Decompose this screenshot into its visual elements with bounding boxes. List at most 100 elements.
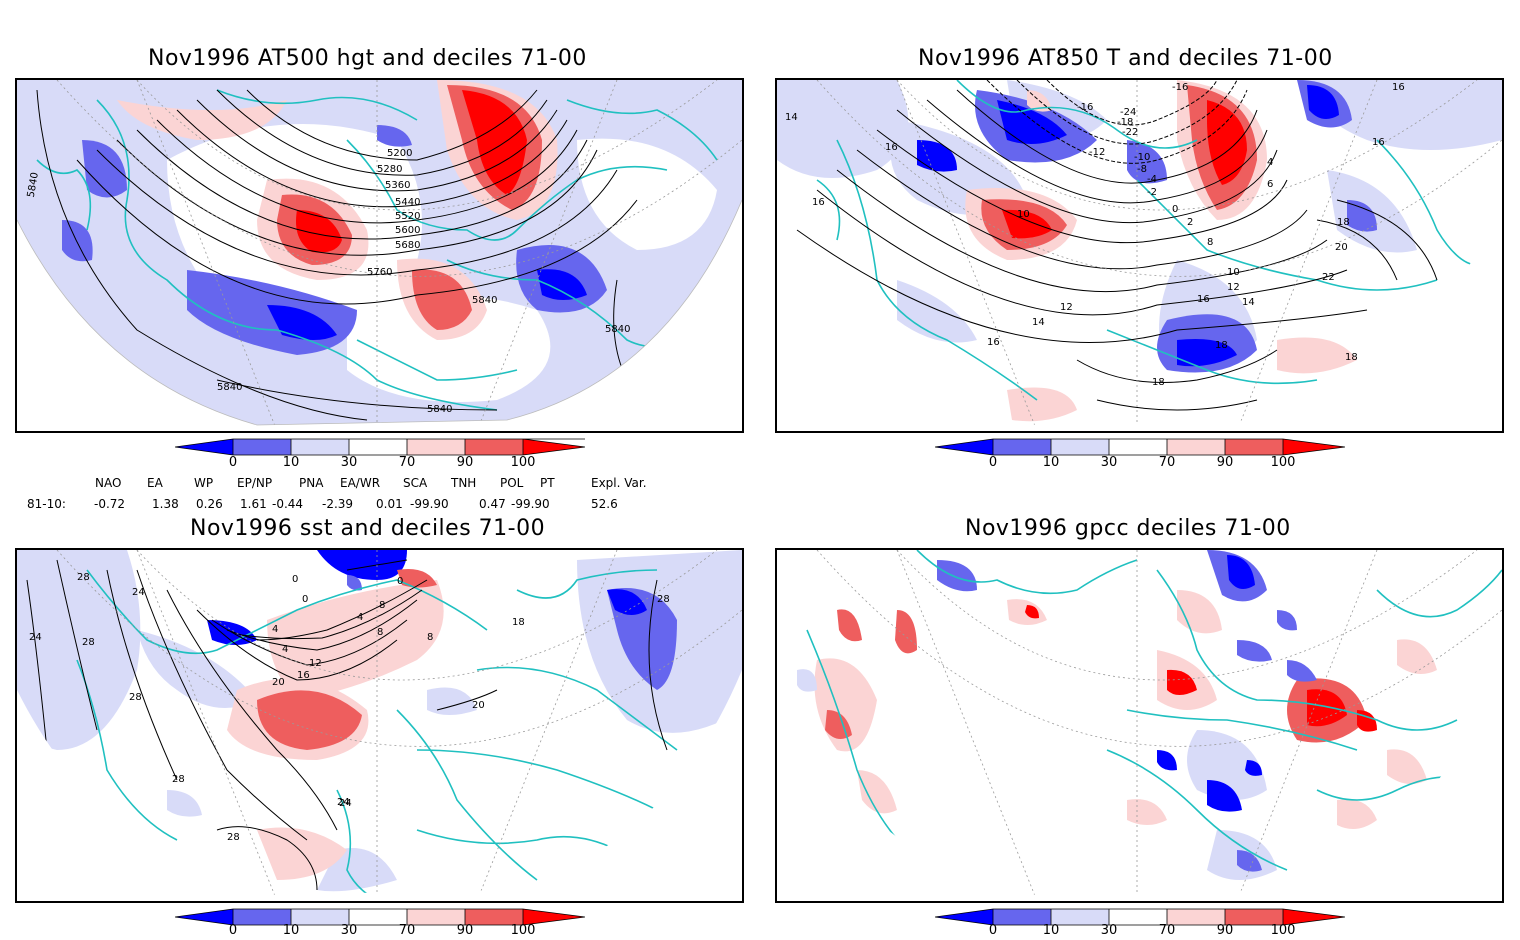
colorbar-label: 10 — [282, 455, 300, 470]
colorbar-label: 90 — [456, 923, 474, 938]
contour-label: 8 — [1207, 237, 1213, 248]
contour-label: 16 — [987, 337, 1000, 348]
contour-label: 14 — [785, 112, 798, 123]
colorbar-swatch — [1051, 909, 1109, 925]
colorbar-gpcc-swatches — [934, 908, 1346, 926]
contour-label: 4 — [282, 644, 288, 655]
contour-label: 4 — [1267, 157, 1273, 168]
colorbar-label: 10 — [282, 923, 300, 938]
contour-label: 5760 — [367, 267, 392, 278]
contour-label: -10 — [1134, 152, 1150, 163]
colorbar-label: 0 — [988, 455, 998, 470]
panel-title-sst: Nov1996 sst and deciles 71-00 — [190, 516, 546, 541]
colorbar-at850-swatches — [934, 438, 1346, 456]
contour-label: 16 — [1392, 82, 1405, 93]
map-at500-height: 5200 5280 5360 5440 5520 5600 5680 5760 … — [15, 78, 744, 433]
index-value: 1.38 — [152, 497, 179, 511]
colorbar-swatch — [349, 909, 407, 925]
colorbar-at850: 0 10 30 70 90 100 — [934, 438, 1346, 470]
contour-label: 5840 — [217, 382, 242, 393]
contour-label: 0 — [1172, 204, 1178, 215]
index-header: TNH — [451, 476, 477, 490]
colorbar-swatch — [291, 439, 349, 455]
contour-label: 0 — [292, 574, 298, 585]
contour-label: 20 — [272, 677, 285, 688]
contour-label: 10 — [1227, 267, 1240, 278]
colorbar-swatch — [523, 909, 585, 925]
contour-label: 18 — [512, 617, 525, 628]
contour-label: 28 — [129, 692, 142, 703]
colorbar-swatch — [291, 909, 349, 925]
contour-label: 5360 — [385, 180, 410, 191]
contour-label: 18 — [1152, 377, 1165, 388]
colorbar-label: 90 — [456, 455, 474, 470]
colorbar-swatch — [1225, 439, 1283, 455]
colorbar-label: 70 — [1158, 455, 1176, 470]
index-value: 0.26 — [196, 497, 223, 511]
contour-label: 24 — [29, 632, 42, 643]
contour-label: 12 — [1060, 302, 1073, 313]
map-at850-temperature: -16 -16 -18 -22 -24 -12 -10 -8 -4 -2 0 2… — [775, 78, 1504, 433]
colorbar-swatch — [1109, 909, 1167, 925]
colorbar-swatch — [349, 439, 407, 455]
contour-label: 24 — [339, 798, 352, 809]
contour-label: 4 — [357, 612, 363, 623]
colorbar-swatch — [233, 909, 291, 925]
colorbar-swatch — [935, 909, 993, 925]
colorbar-swatch — [523, 439, 585, 455]
index-header: EP/NP — [237, 476, 273, 490]
index-header: EA/WR — [340, 476, 381, 490]
contour-label: -16 — [1077, 102, 1093, 113]
index-value: -99.90 — [410, 497, 449, 511]
colorbar-label: 70 — [1158, 923, 1176, 938]
colorbar-swatch — [407, 439, 465, 455]
contour-label: 22 — [1322, 272, 1335, 283]
contour-label: 12 — [309, 658, 322, 669]
colorbar-label: 100 — [510, 455, 536, 470]
index-value: -0.72 — [94, 497, 126, 511]
contour-label: 5840 — [605, 324, 630, 335]
index-header: NAO — [95, 476, 122, 490]
contour-label: -18 — [1117, 117, 1133, 128]
colorbar-label: 10 — [1042, 923, 1060, 938]
colorbar-label: 30 — [1100, 923, 1118, 938]
colorbar-sst-swatches — [174, 908, 586, 926]
colorbar-at500: 0 10 30 70 90 100 — [174, 438, 586, 470]
contour-label: 18 — [1215, 340, 1228, 351]
contour-label: 6 — [1267, 179, 1273, 190]
colorbar-label: 0 — [988, 923, 998, 938]
contour-label: 5440 — [395, 197, 420, 208]
colorbar-swatch — [407, 909, 465, 925]
colorbar-swatch — [1051, 439, 1109, 455]
contour-label: -12 — [1089, 147, 1105, 158]
contour-label: 28 — [172, 774, 185, 785]
contour-label: 16 — [885, 142, 898, 153]
contour-label: 5840 — [26, 171, 41, 198]
teleconnection-indices: NAO EA WP EP/NP PNA EA/WR SCA TNH POL PT… — [0, 476, 760, 516]
index-value: -99.90 — [511, 497, 550, 511]
contour-label: -16 — [1172, 82, 1188, 93]
contour-label: 5600 — [395, 225, 420, 236]
contour-label: 28 — [227, 832, 240, 843]
contour-label: 28 — [82, 637, 95, 648]
colorbar-swatch — [465, 439, 523, 455]
colorbar-at500-swatches — [174, 438, 586, 456]
panel-title-at500: Nov1996 AT500 hgt and deciles 71-00 — [148, 46, 587, 71]
contour-label: 5680 — [395, 240, 420, 251]
index-header: Expl. Var. — [591, 476, 647, 490]
contour-label: 8 — [427, 632, 433, 643]
panel-title-at850: Nov1996 AT850 T and deciles 71-00 — [918, 46, 1333, 71]
contour-label: 8 — [379, 600, 385, 611]
index-value: -0.44 — [272, 497, 304, 511]
index-header: PNA — [299, 476, 324, 490]
index-value: 52.6 — [591, 497, 618, 511]
colorbar-sst: 0 10 30 70 90 100 — [174, 908, 586, 940]
index-value: 0.47 — [479, 497, 506, 511]
colorbar-swatch — [175, 909, 233, 925]
colorbar-swatch — [993, 439, 1051, 455]
contour-label: 24 — [337, 797, 350, 808]
index-row-label: 81-10: — [27, 497, 66, 511]
contour-label: 0 — [397, 576, 403, 587]
contour-label: 16 — [812, 197, 825, 208]
contour-label: 16 — [1372, 137, 1385, 148]
